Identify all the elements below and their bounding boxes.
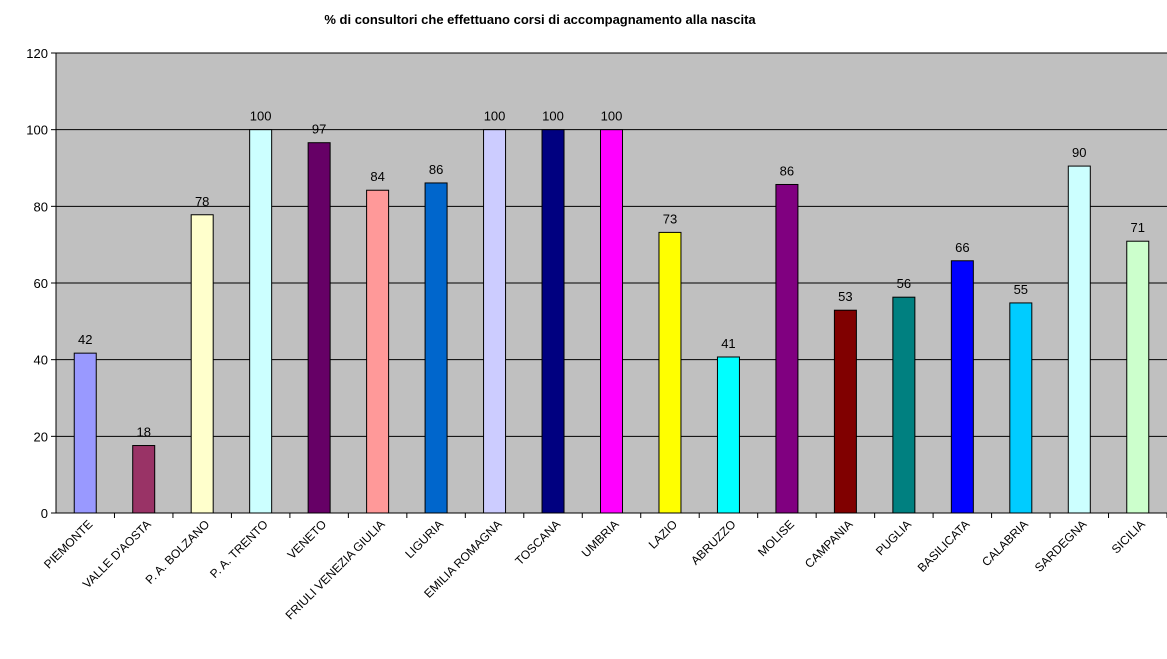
x-tick-label: TOSCANA — [512, 517, 563, 568]
bar — [541, 129, 565, 514]
x-tick-label: LAZIO — [646, 517, 680, 551]
bar — [424, 182, 448, 514]
x-tick-label: CALABRIA — [979, 517, 1031, 569]
data-label: 90 — [1072, 145, 1086, 160]
x-tick-label: CAMPANIA — [802, 517, 856, 571]
data-label: 41 — [721, 336, 735, 351]
data-label: 78 — [195, 194, 209, 209]
y-tick-label: 100 — [26, 123, 48, 138]
axes: 0 20 40 60 80 100 120 — [26, 46, 1167, 521]
data-label: 71 — [1131, 220, 1145, 235]
y-tick-label: 0 — [41, 506, 48, 521]
x-tick-label: SICILIA — [1109, 517, 1148, 556]
data-label: 86 — [780, 163, 794, 178]
bar — [483, 129, 507, 514]
data-labels: 42 18 78 100 97 84 86 100 100 100 73 41 86 53 56 66 55 90… — [78, 109, 1145, 440]
data-label: 56 — [897, 276, 911, 291]
data-label: 18 — [136, 425, 150, 440]
data-label: 73 — [663, 211, 677, 226]
bar — [833, 309, 857, 514]
data-label: 55 — [1014, 282, 1028, 297]
y-tick-label: 80 — [34, 199, 48, 214]
bar — [775, 183, 799, 514]
bar — [1009, 302, 1033, 514]
bar — [716, 356, 740, 514]
x-tick-label: PUGLIA — [873, 517, 914, 558]
y-tick-label: 120 — [26, 46, 48, 61]
x-tick-label: SARDEGNA — [1032, 517, 1090, 575]
y-tick-label: 60 — [34, 276, 48, 291]
bar — [658, 231, 682, 514]
x-tick-label: UMBRIA — [579, 517, 622, 560]
data-label: 100 — [484, 109, 506, 124]
bar — [73, 352, 97, 514]
data-label: 86 — [429, 162, 443, 177]
x-tick-label: FRIULI VENEZIA GIULIA — [283, 517, 388, 622]
x-tick-label: VENETO — [285, 517, 330, 562]
x-tick-label: PIEMONTE — [41, 517, 95, 571]
bar — [600, 129, 623, 514]
data-label: 100 — [250, 109, 272, 124]
x-tick-label: MOLISE — [755, 517, 797, 559]
x-tick-label: P. A. TRENTO — [207, 517, 271, 581]
data-label: 97 — [312, 122, 326, 137]
data-label: 84 — [370, 169, 384, 184]
bar — [892, 296, 916, 514]
data-label: 100 — [542, 109, 564, 124]
bar — [1067, 165, 1091, 514]
bar — [132, 445, 156, 514]
chart-title: % di consultori che effettuano corsi di … — [324, 12, 756, 27]
y-tick-label: 20 — [34, 429, 48, 444]
bars — [73, 129, 1150, 514]
bar — [190, 214, 214, 514]
x-tick-label: LIGURIA — [402, 517, 446, 561]
data-label: 42 — [78, 332, 92, 347]
x-tick-label: ABRUZZO — [688, 517, 738, 567]
x-tick-label: BASILICATA — [915, 517, 973, 575]
bar — [1126, 240, 1150, 514]
bar — [249, 129, 273, 514]
data-label: 100 — [601, 109, 623, 124]
bar — [307, 142, 331, 514]
data-label: 66 — [955, 240, 969, 255]
bar — [366, 189, 390, 514]
bar — [950, 260, 974, 514]
y-tick-label: 40 — [34, 353, 48, 368]
data-label: 53 — [838, 289, 852, 304]
